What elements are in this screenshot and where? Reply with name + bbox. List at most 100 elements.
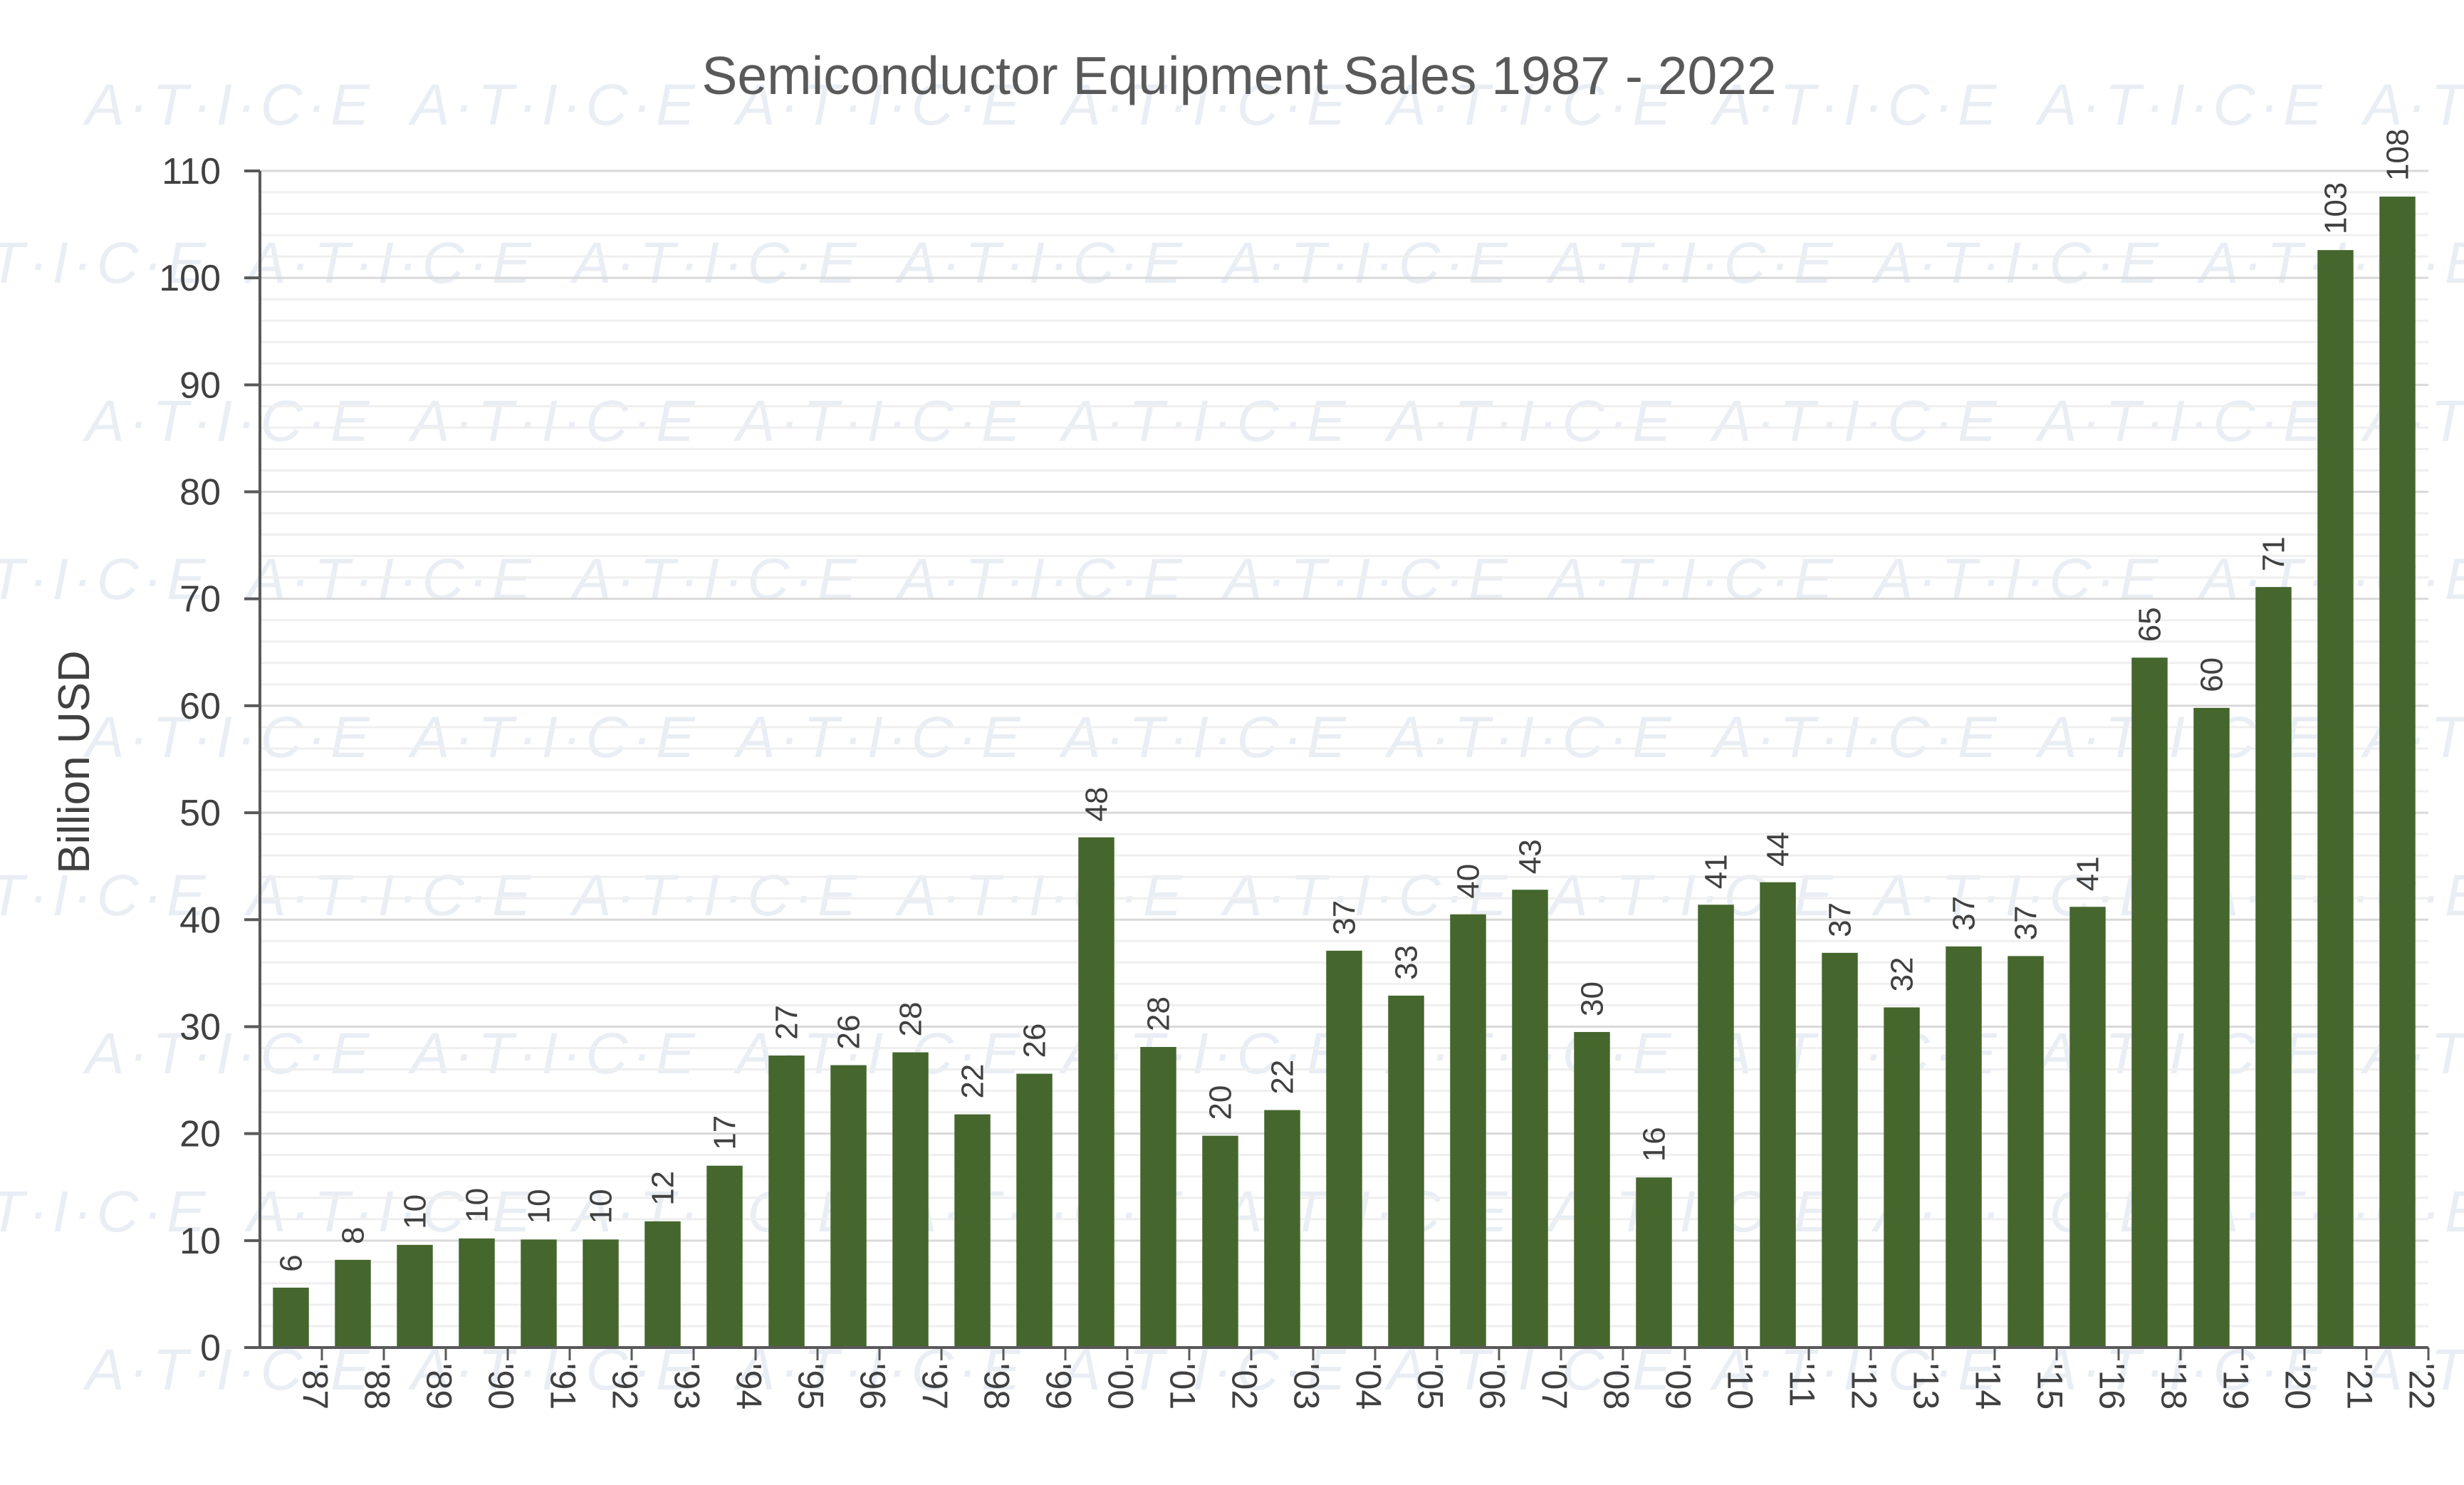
data-label: 37 bbox=[1823, 902, 1858, 937]
x-tick-label: '99 bbox=[1039, 1363, 1079, 1410]
bar bbox=[273, 1287, 309, 1348]
data-label: 108 bbox=[2381, 129, 2416, 181]
x-tick-label: '95 bbox=[791, 1363, 831, 1410]
data-label: 10 bbox=[398, 1194, 433, 1229]
y-tick-label: 40 bbox=[179, 900, 221, 941]
watermark-text: A·T·I·C·E bbox=[2360, 73, 2464, 137]
watermark-text: A·T·I·C·E bbox=[1871, 231, 2163, 296]
x-tick-label: '13 bbox=[1906, 1363, 1946, 1410]
data-label: 37 bbox=[2009, 905, 2044, 940]
watermark-text: A·T·I·C·E bbox=[1220, 547, 1512, 612]
data-label: 6 bbox=[274, 1254, 309, 1271]
watermark-text: A·T·I·C·E bbox=[1545, 231, 1837, 296]
data-label: 65 bbox=[2133, 607, 2168, 642]
x-tick-label: '09 bbox=[1659, 1363, 1698, 1410]
bar bbox=[1450, 914, 1486, 1348]
data-label: 33 bbox=[1389, 945, 1424, 980]
y-tick-label: 100 bbox=[159, 258, 221, 299]
x-tick-label: '92 bbox=[605, 1363, 645, 1410]
x-tick-label: '96 bbox=[853, 1363, 893, 1410]
data-label: 16 bbox=[1637, 1127, 1672, 1162]
watermark-text: A·T·I·C·E bbox=[0, 863, 210, 928]
bar bbox=[521, 1239, 557, 1348]
watermark-text: A·T·I·C·E bbox=[569, 231, 861, 296]
x-tick-label: '21 bbox=[2340, 1363, 2380, 1410]
watermark-text: A·T·I·C·E bbox=[894, 863, 1186, 928]
watermark-text: A·T·I·C·E bbox=[1058, 705, 1350, 770]
watermark-text: A·T·I·C·E bbox=[0, 231, 210, 296]
x-tick-label: '94 bbox=[729, 1363, 769, 1410]
y-tick-label: 30 bbox=[179, 1006, 221, 1048]
watermark-text: A·T·I·C·E bbox=[244, 863, 536, 928]
bar bbox=[2255, 587, 2292, 1348]
x-tick-label: '22 bbox=[2402, 1363, 2442, 1410]
y-axis-label: Billion USD bbox=[50, 650, 99, 874]
bar bbox=[583, 1239, 619, 1348]
data-label: 17 bbox=[708, 1115, 743, 1150]
bar bbox=[459, 1238, 495, 1348]
watermark-text: A·T·I·C·E bbox=[1058, 389, 1350, 454]
x-tick-label: '89 bbox=[419, 1363, 459, 1410]
labels: 0 10 20 30 40 50 60 70 80 90 100 110 6 '87 8 '88 10 '89 10… bbox=[159, 129, 2441, 1410]
data-label: 28 bbox=[894, 1002, 929, 1037]
watermark-text: A·T·I·C·E bbox=[244, 231, 536, 296]
bar bbox=[1202, 1135, 1238, 1348]
y-tick-label: 10 bbox=[179, 1221, 221, 1262]
data-label: 27 bbox=[770, 1005, 805, 1040]
x-tick-label: '98 bbox=[977, 1363, 1017, 1410]
data-label: 22 bbox=[956, 1064, 991, 1099]
watermark-text: A·T·I·C·E bbox=[82, 705, 374, 770]
x-tick-label: '15 bbox=[2030, 1363, 2070, 1410]
data-label: 48 bbox=[1080, 787, 1114, 822]
watermark-text: A·T·I·C·E bbox=[82, 73, 374, 137]
watermark-text: A·T·I·C·E bbox=[1871, 863, 2163, 928]
x-tick-label: '87 bbox=[296, 1363, 335, 1410]
y-tick-label: 80 bbox=[179, 472, 221, 514]
x-tick-label: '14 bbox=[1968, 1363, 2008, 1410]
bar bbox=[1760, 882, 1796, 1348]
x-tick-label: '16 bbox=[2092, 1363, 2132, 1410]
watermark-text: A·T·I·C·E bbox=[407, 705, 699, 770]
watermark-text: A·T·I·C·E bbox=[569, 547, 861, 612]
watermark-text: A·T·I·C·E bbox=[1545, 547, 1837, 612]
bar bbox=[768, 1056, 805, 1348]
watermark-text: A·T·I·C·E bbox=[2035, 389, 2327, 454]
bar bbox=[1636, 1177, 1672, 1348]
x-tick-label: '02 bbox=[1225, 1363, 1265, 1410]
x-tick-label: '20 bbox=[2278, 1363, 2318, 1410]
x-tick-label: '11 bbox=[1782, 1363, 1822, 1407]
y-tick-label: 90 bbox=[179, 365, 221, 406]
x-tick-label: '00 bbox=[1101, 1363, 1141, 1410]
data-label: 8 bbox=[336, 1226, 371, 1244]
data-label: 10 bbox=[522, 1189, 557, 1224]
data-label: 30 bbox=[1575, 981, 1610, 1016]
watermark-text: A·T·I·C·E bbox=[244, 547, 536, 612]
data-label: 71 bbox=[2257, 536, 2292, 571]
watermark-text: A·T·I·C·E bbox=[244, 1179, 536, 1244]
x-tick-label: '10 bbox=[1721, 1363, 1760, 1410]
y-tick-label: 110 bbox=[162, 151, 221, 192]
watermark-text: A·T·I·C·E bbox=[1709, 389, 2001, 454]
data-label: 44 bbox=[1761, 832, 1796, 867]
x-tick-label: '18 bbox=[2154, 1363, 2194, 1410]
watermark-text: A·T·I·C·E bbox=[1384, 389, 1676, 454]
watermark-text: A·T·I·C·E bbox=[407, 1021, 699, 1086]
watermark-text: A·T·I·C·E bbox=[82, 1021, 374, 1086]
x-tick-label: '91 bbox=[543, 1363, 583, 1410]
x-tick-label: '04 bbox=[1349, 1363, 1389, 1410]
watermark-text: A·T·I·C·E bbox=[0, 547, 210, 612]
data-label: 22 bbox=[1265, 1060, 1300, 1095]
watermark-text: A·T·I·C·E bbox=[2035, 73, 2327, 137]
bar bbox=[2008, 956, 2044, 1348]
x-tick-label: '08 bbox=[1597, 1363, 1636, 1410]
data-label: 32 bbox=[1885, 957, 1920, 991]
bar bbox=[1574, 1031, 1610, 1348]
watermark-text: A·T·I·C·E bbox=[407, 73, 699, 137]
bar bbox=[1512, 890, 1548, 1348]
bar bbox=[1264, 1110, 1300, 1348]
watermark-text: A·T·I·C·E bbox=[894, 231, 1186, 296]
watermark-text: A·T·I·C·E bbox=[407, 389, 699, 454]
x-tick-label: '19 bbox=[2216, 1363, 2256, 1410]
y-tick-label: 20 bbox=[179, 1114, 221, 1155]
bar bbox=[830, 1065, 867, 1348]
